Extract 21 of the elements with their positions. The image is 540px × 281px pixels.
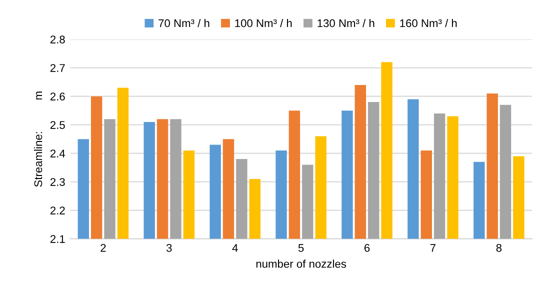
x-tick-label: 7 [430,244,436,252]
y-tick-label: 2.3 [50,178,65,186]
legend-label: 100 Nm³ / h [235,18,292,28]
legend-label: 70 Nm³ / h [158,18,210,28]
x-tick-label: 6 [364,244,370,252]
x-tick-label: 8 [496,244,502,252]
y-tick-label: 2.6 [50,92,65,100]
x-tick-label: 4 [232,244,238,252]
x-axis-title: number of nozzles [256,260,346,268]
x-tick-label: 2 [100,244,106,252]
x-tick-label: 3 [166,244,172,252]
y-tick-label: 2.5 [50,121,65,129]
y-tick-label: 2.1 [50,235,65,243]
legend-label: 160 Nm³ / h [400,18,457,28]
y-tick-label: 2.4 [50,150,66,158]
y-tick-label: 2.7 [50,64,65,72]
y-tick-label: 2.8 [50,36,65,44]
y-tick-label: 2.2 [50,206,65,214]
legend-label: 130 Nm³ / h [318,18,374,28]
x-tick-label: 5 [298,244,304,252]
y-axis-title: Streamline: m [34,92,42,187]
